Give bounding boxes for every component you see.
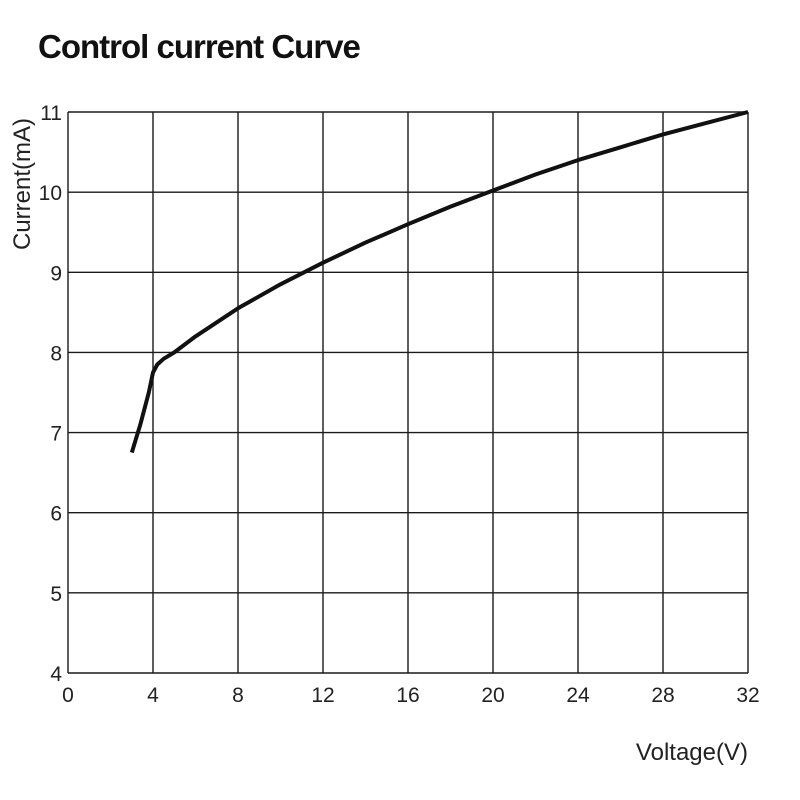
- y-tick-label: 7: [50, 423, 62, 446]
- y-tick-label: 8: [50, 342, 62, 365]
- x-axis-label: Voltage(V): [636, 739, 748, 766]
- x-tick-label: 28: [651, 684, 674, 707]
- series: [129, 110, 749, 454]
- y-tick-label: 6: [50, 503, 62, 526]
- x-tick-label: 20: [481, 684, 504, 707]
- x-tick-label: 16: [396, 684, 419, 707]
- x-tick-label: 4: [147, 684, 159, 707]
- y-axis-label: Current(mA): [9, 118, 36, 250]
- y-tick-label: 5: [50, 583, 62, 606]
- y-tick-label: 4: [50, 663, 62, 686]
- x-tick-label: 32: [736, 684, 759, 707]
- x-tick-label: 12: [311, 684, 334, 707]
- chart-title: Control current Curve: [38, 28, 361, 65]
- y-tick-label: 11: [40, 102, 62, 125]
- series-line-0: [129, 110, 749, 454]
- y-tick-label: 10: [39, 182, 62, 205]
- y-tick-label: 9: [50, 262, 62, 285]
- x-tick-label: 0: [62, 684, 74, 707]
- x-tick-label: 24: [566, 684, 590, 707]
- x-tick-label: 8: [232, 684, 244, 707]
- grid: [67, 111, 749, 674]
